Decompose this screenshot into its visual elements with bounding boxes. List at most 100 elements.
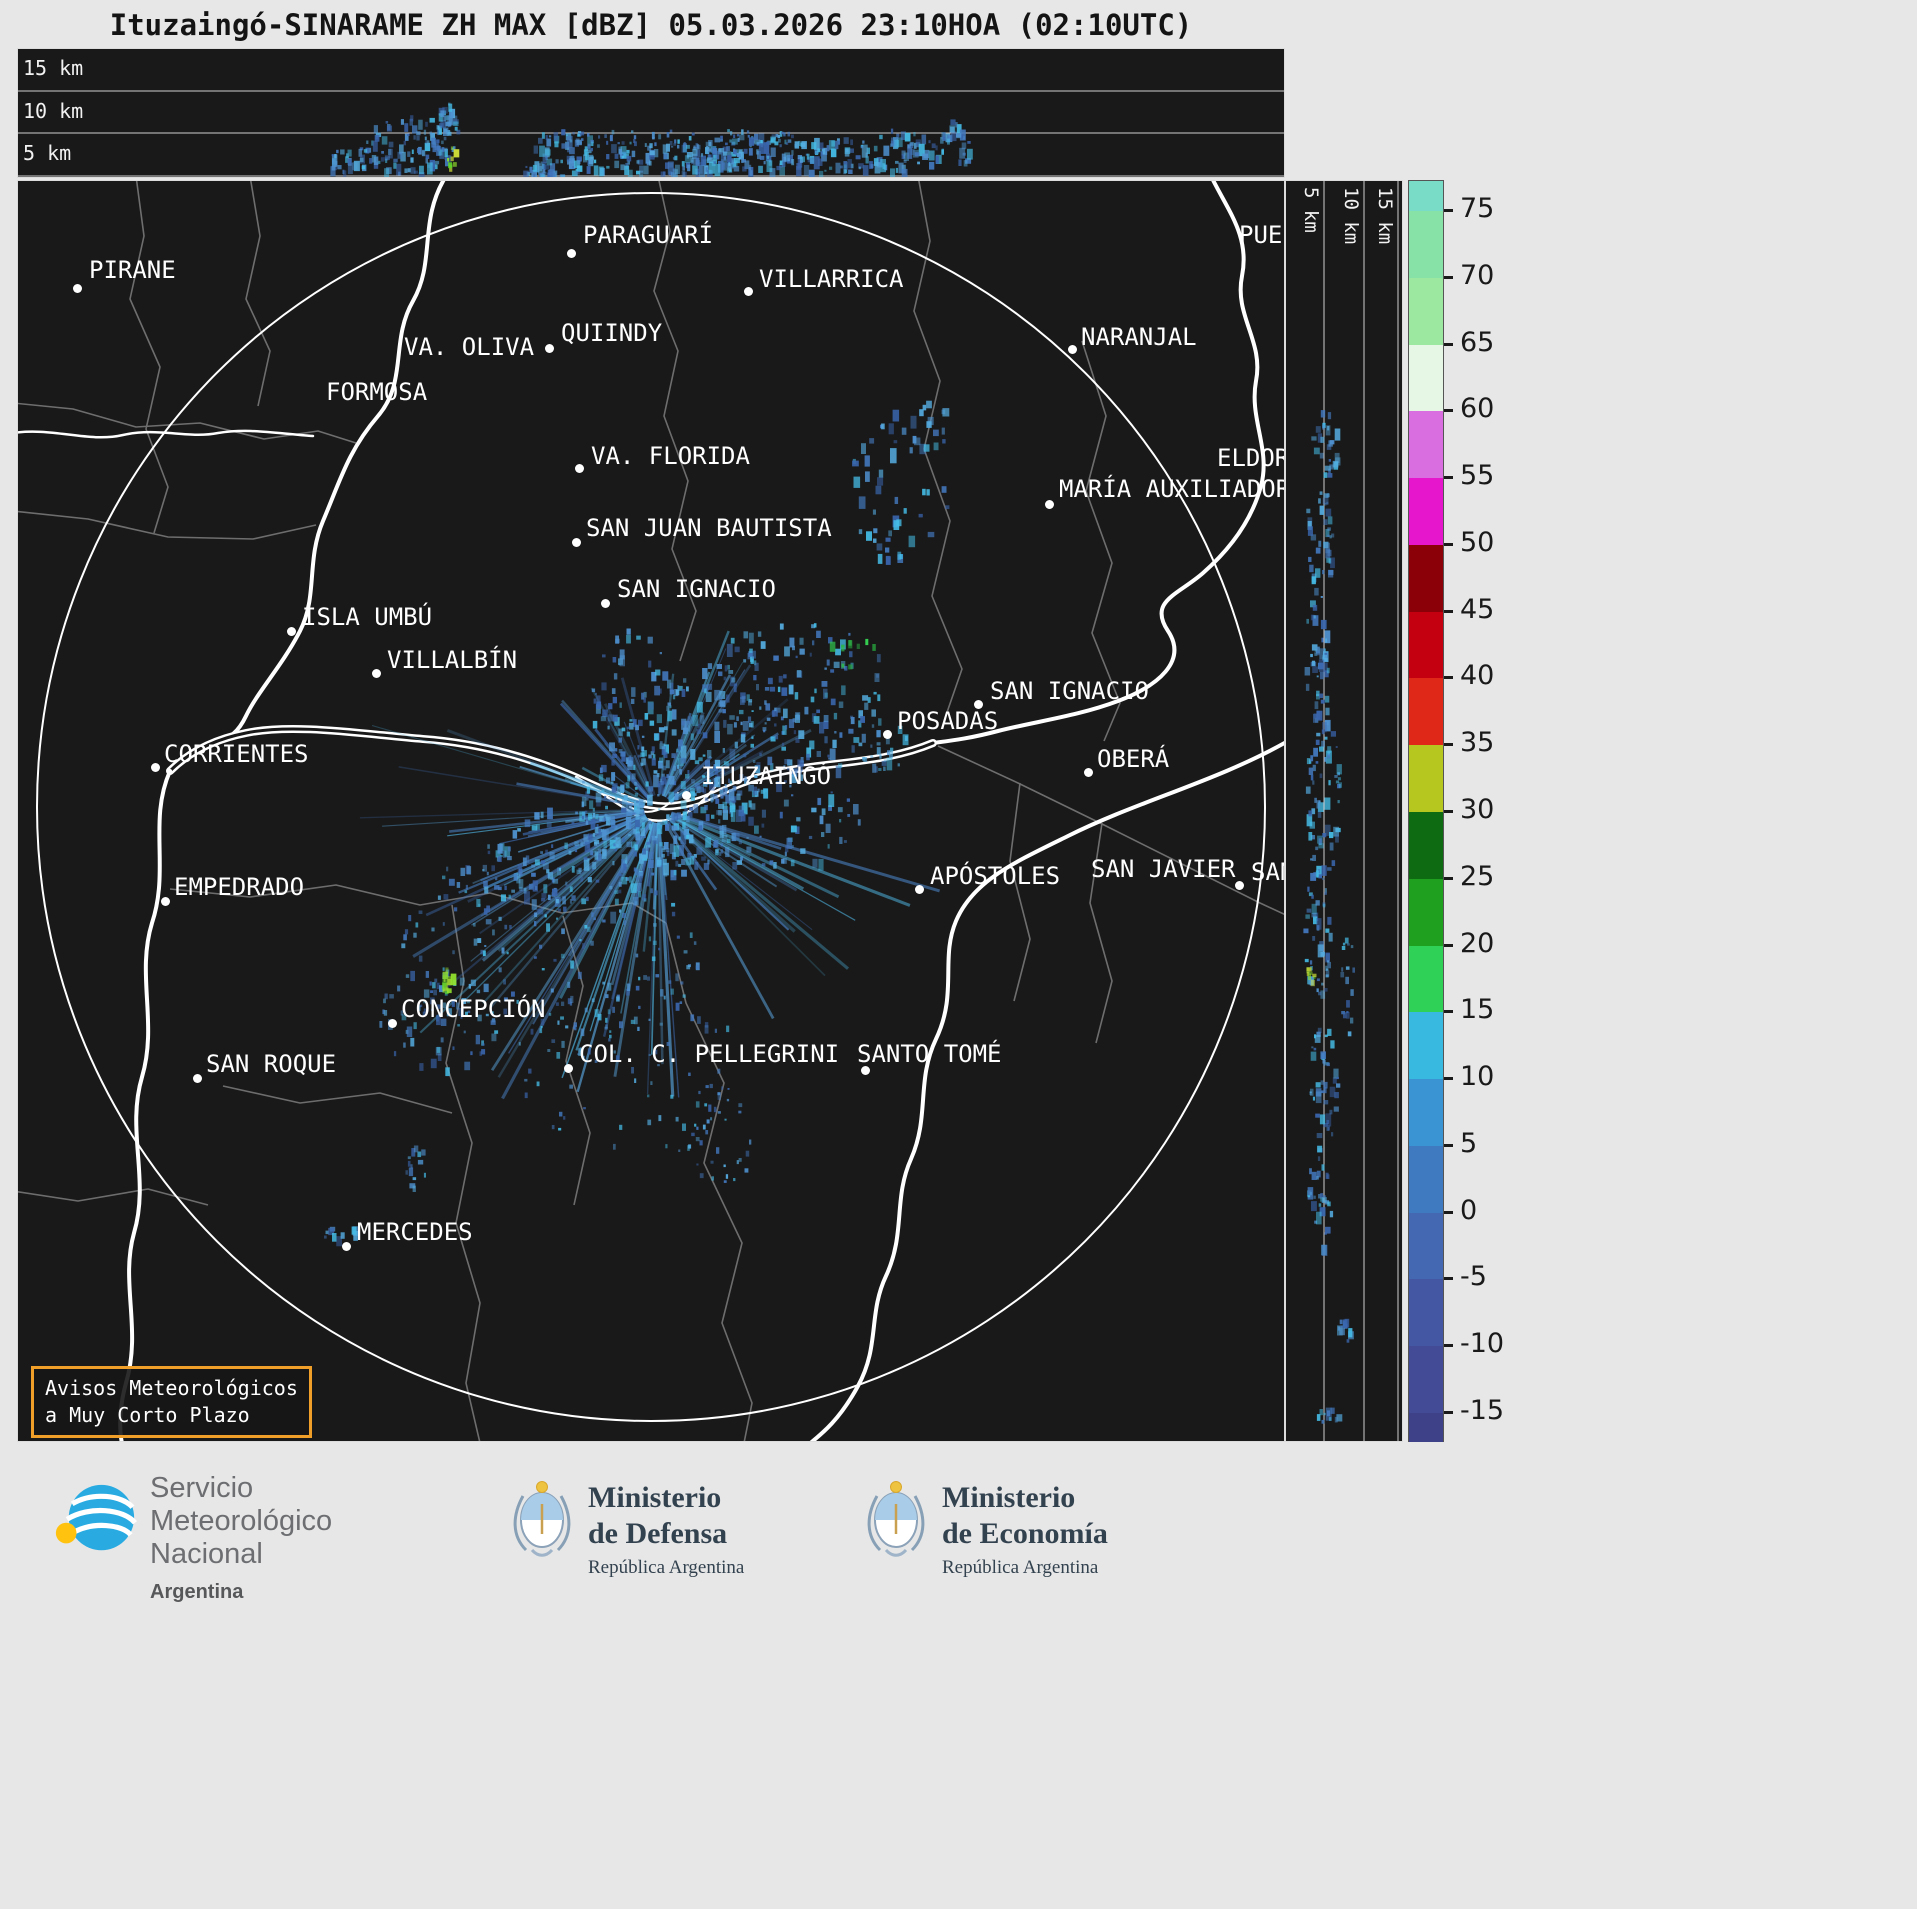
colorbar-tick-mark <box>1444 609 1453 613</box>
colorbar-tick-label: 35 <box>1460 727 1495 759</box>
city-dot <box>564 1064 573 1073</box>
city-dot <box>744 287 753 296</box>
colorbar-tick-label: 5 <box>1460 1127 1478 1159</box>
city-label: QUIINDY <box>561 319 663 347</box>
colorbar-tick-label: 65 <box>1460 326 1495 358</box>
smn-text-block: Servicio Meteorológico Nacional Argentin… <box>150 1472 332 1609</box>
colorbar-tick-mark <box>1444 542 1453 546</box>
river-paraguay <box>212 181 446 745</box>
colorbar-tick-label: 55 <box>1460 460 1495 492</box>
city-dot <box>151 763 160 772</box>
page-title: Ituzaingó-SINARAME ZH MAX [dBZ] 05.03.20… <box>109 8 1193 42</box>
city-dot <box>287 627 296 636</box>
defensa-subtitle: República Argentina <box>588 1557 745 1578</box>
top-profile-label-15km: 15 km <box>23 56 84 80</box>
city-dot <box>974 700 983 709</box>
city-dot <box>572 538 581 547</box>
right-profile-label-15km: 15 km <box>1374 187 1396 245</box>
top-profile-label-5km: 5 km <box>23 141 72 165</box>
right-profile-plot <box>1303 181 1399 1441</box>
city-label: ITUZAINGÓ <box>701 762 832 790</box>
city-dot <box>545 344 554 353</box>
smn-line1: Servicio <box>150 1472 254 1504</box>
city-label: OBERÁ <box>1097 745 1170 773</box>
colorbar-tick-mark <box>1444 676 1453 680</box>
city-label: SANTO TOMÉ <box>857 1040 1002 1068</box>
city-label: SAN ROQUE <box>206 1050 337 1078</box>
city-dot <box>388 1019 397 1028</box>
footer: Servicio Meteorológico Nacional Argentin… <box>0 1442 1917 1909</box>
colorbar-tick-mark <box>1444 1210 1453 1214</box>
colorbar-tick-label: 10 <box>1460 1061 1495 1093</box>
city-label: VILLARRICA <box>759 265 904 293</box>
economia-title2: de Economía <box>942 1517 1108 1550</box>
city-dot <box>861 1066 870 1075</box>
economia-subtitle: República Argentina <box>942 1557 1099 1578</box>
weather-warning-line1: Avisos Meteorológicos <box>45 1376 298 1400</box>
radar-echo-specks <box>324 400 950 1247</box>
city-label: PIRANE <box>89 256 176 284</box>
city-label: PUERTO <box>1239 221 1284 249</box>
right-profile-label-5km: 5 km <box>1300 187 1322 233</box>
smn-line3: Nacional <box>150 1538 263 1570</box>
city-dot <box>1045 500 1054 509</box>
city-label: COL. C. PELLEGRINI <box>579 1040 840 1068</box>
colorbar-tick-mark <box>1444 743 1453 747</box>
city-label: CONCEPCIÓN <box>401 995 546 1023</box>
weather-warning-line2: a Muy Corto Plazo <box>45 1403 250 1427</box>
top-profile-plot <box>18 90 1284 177</box>
city-label: SAN JAVIER <box>1091 855 1236 883</box>
colorbar-tick-label: -5 <box>1460 1261 1487 1293</box>
top-profile-echoes <box>330 102 973 177</box>
colorbar-tick-label: 45 <box>1460 593 1495 625</box>
smn-logo <box>55 1484 137 1551</box>
range-ring <box>36 192 1266 1422</box>
colorbar-tick-mark <box>1444 1344 1453 1348</box>
colorbar-tick-mark <box>1444 1010 1453 1014</box>
colorbar-tick-mark <box>1444 476 1453 480</box>
colorbar-tick-label: 50 <box>1460 526 1495 558</box>
city-label: ISLA UMBÚ <box>302 603 433 631</box>
city-label: SAN IGNACIO <box>990 677 1149 705</box>
city-dot <box>601 599 610 608</box>
colorbar-tick-mark <box>1444 342 1453 346</box>
city-dot <box>1068 345 1077 354</box>
defensa-title1: Ministerio <box>588 1481 722 1514</box>
city-label: ELDORADO <box>1217 444 1284 472</box>
city-dot <box>372 669 381 678</box>
colorbar <box>1408 180 1444 1444</box>
city-label: VA. FLORIDA <box>591 442 750 470</box>
colorbar-tick-mark <box>1444 1411 1453 1414</box>
colorbar-tick-mark <box>1444 943 1453 947</box>
city-label: MARÍA AUXILIADORA <box>1059 475 1285 503</box>
colorbar-tick-mark <box>1444 1077 1453 1081</box>
economia-text-block: Ministerio de Economía República Argenti… <box>942 1480 1108 1579</box>
city-label: FORMOSA <box>326 378 428 406</box>
colorbar-tick-mark <box>1444 1277 1453 1281</box>
economia-coat-of-arms <box>867 1480 925 1557</box>
city-label: SAN IGNACIO <box>617 575 776 603</box>
colorbar-tick-label: 75 <box>1460 193 1495 224</box>
weather-warning-badge[interactable]: Avisos Meteorológicos a Muy Corto Plazo <box>31 1366 312 1438</box>
city-label: SAN JUAN BAUTISTA <box>586 514 832 542</box>
defensa-coat-of-arms <box>513 1480 571 1557</box>
right-profile-echoes <box>1303 410 1355 1424</box>
defensa-text-block: Ministerio de Defensa República Argentin… <box>588 1480 744 1579</box>
economia-title1: Ministerio <box>942 1481 1076 1514</box>
river-uruguay <box>809 740 1284 1441</box>
city-dot <box>575 464 584 473</box>
colorbar-tick-mark <box>1444 810 1453 813</box>
colorbar-tick-label: 20 <box>1460 927 1495 959</box>
city-dot <box>682 791 691 800</box>
right-profile-label-10km: 10 km <box>1340 187 1362 245</box>
city-label: SAN <box>1251 858 1284 886</box>
defensa-title2: de Defensa <box>588 1517 728 1550</box>
city-label: VILLALBÍN <box>387 646 518 674</box>
colorbar-tick-mark <box>1444 1143 1453 1147</box>
city-dot <box>567 249 576 258</box>
city-label: PARAGUARÍ <box>583 221 714 249</box>
city-label: CORRIENTES <box>164 740 309 768</box>
city-label: POSADAS <box>897 707 999 735</box>
colorbar-tick-mark <box>1444 409 1453 413</box>
river-parana-upper <box>931 181 1266 745</box>
